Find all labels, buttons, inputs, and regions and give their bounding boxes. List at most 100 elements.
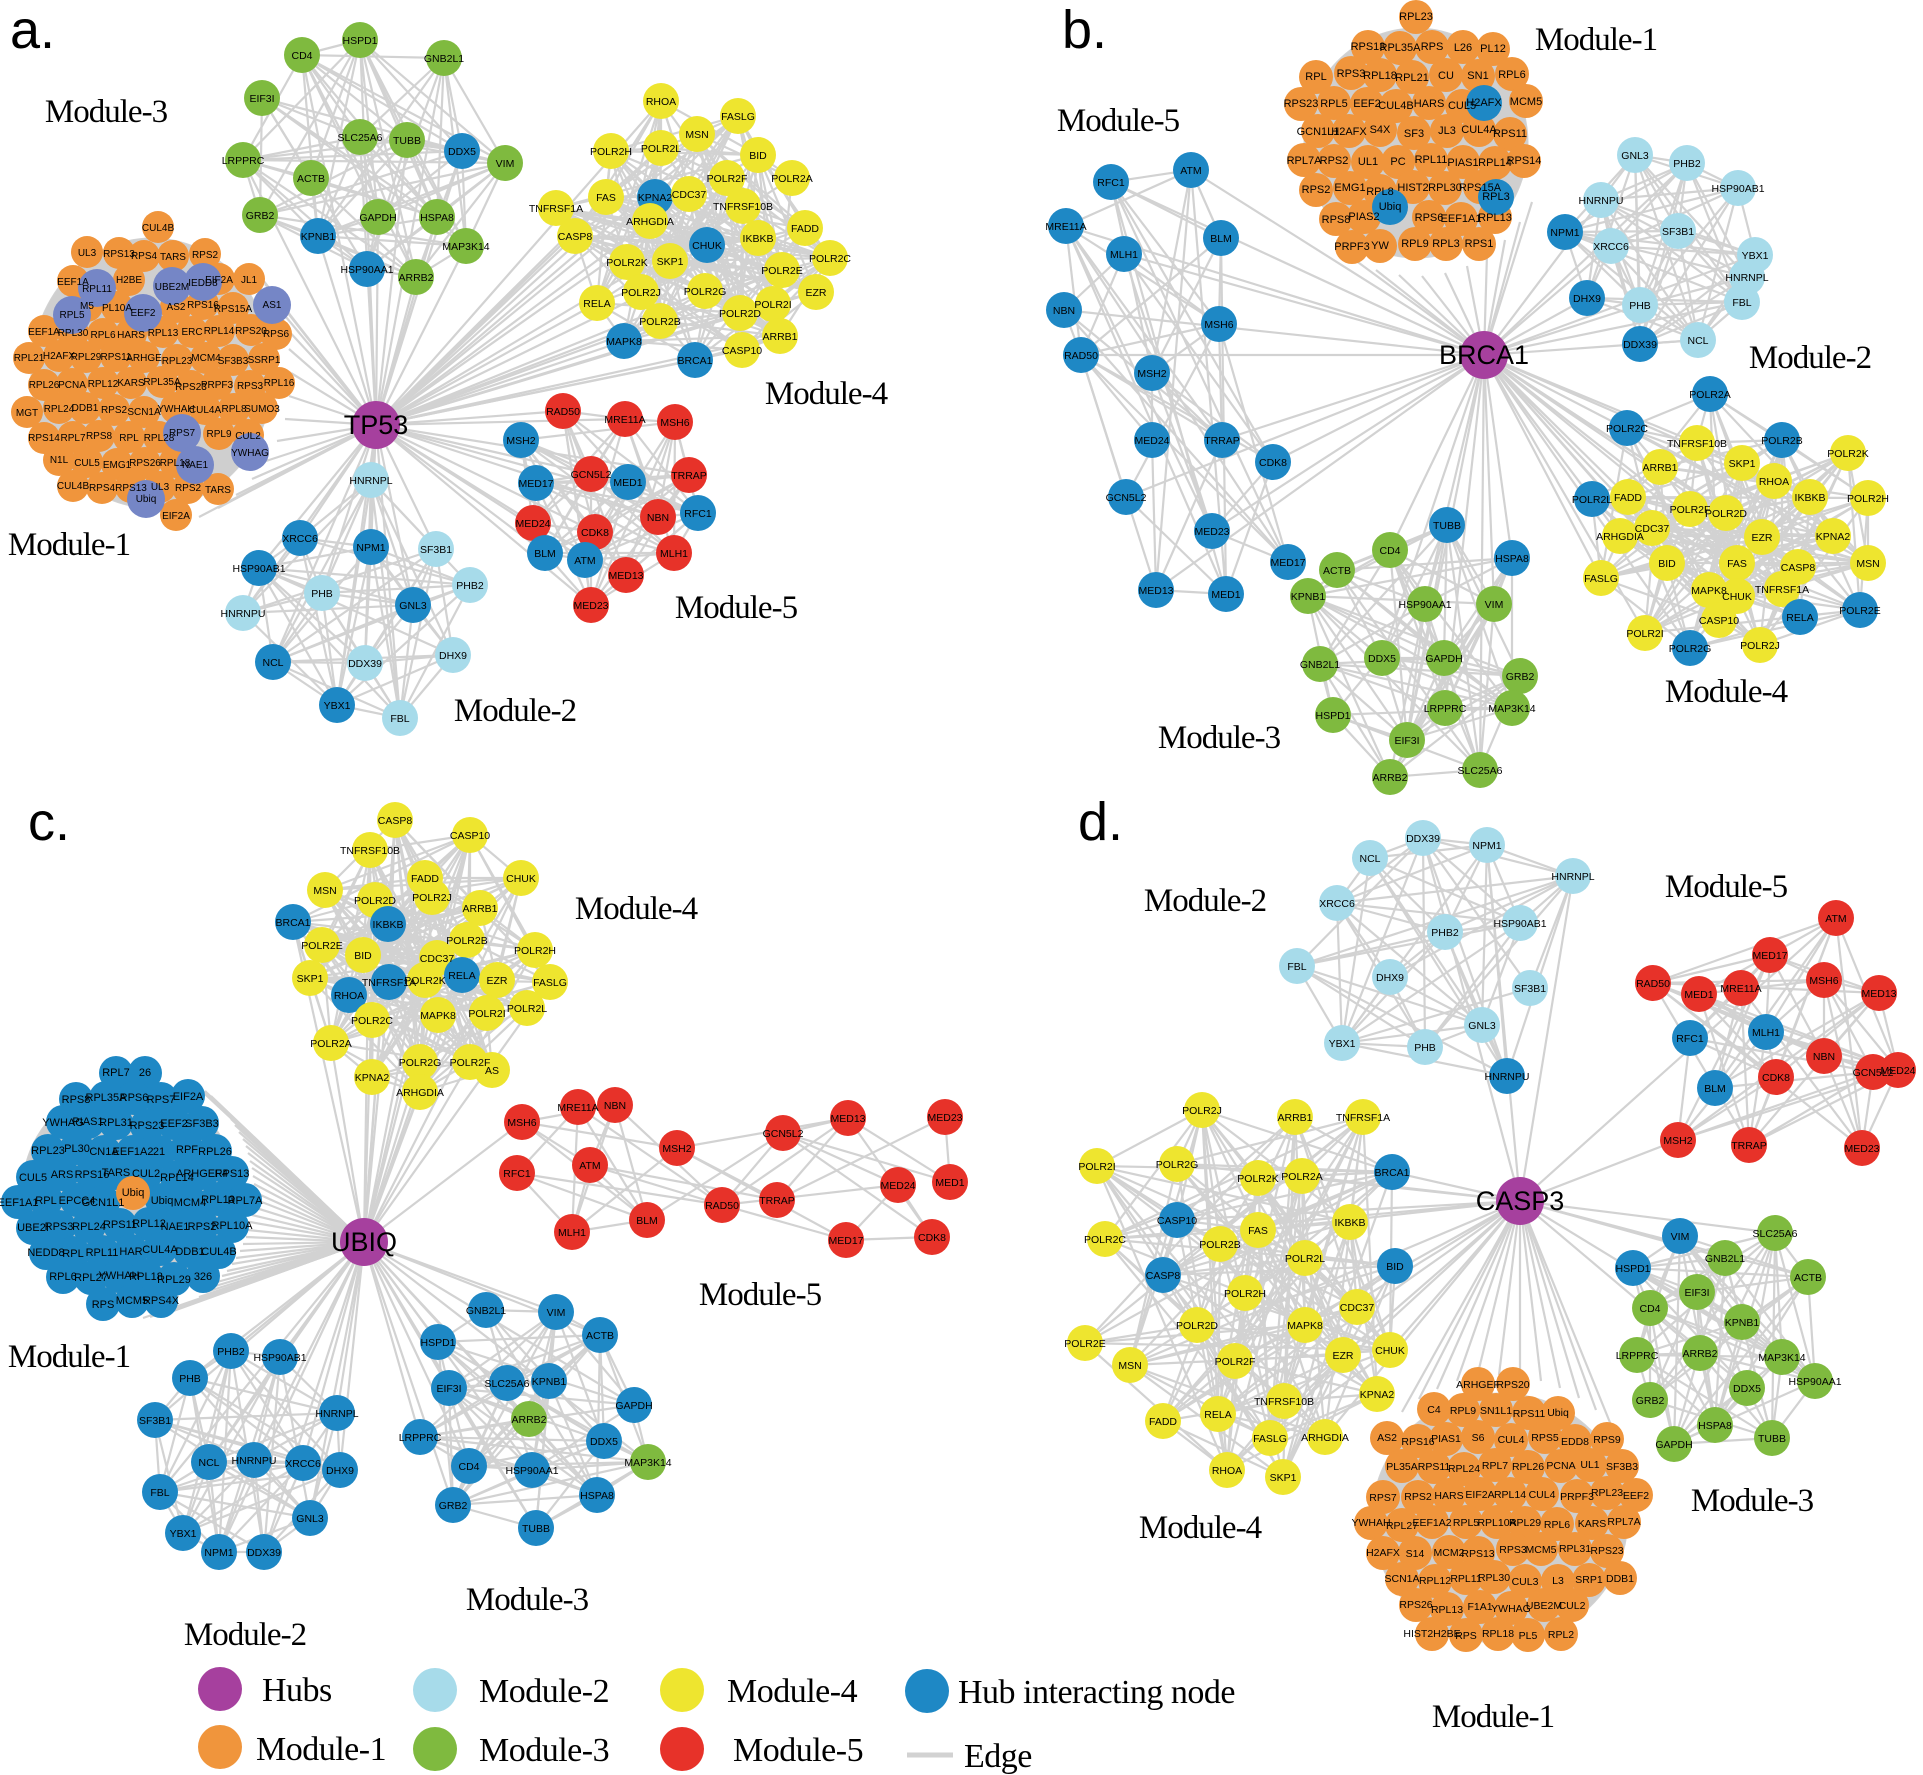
svg-text:TP53: TP53: [344, 410, 409, 440]
svg-text:POLR2B: POLR2B: [1199, 1239, 1240, 1251]
svg-text:SUMO3: SUMO3: [244, 404, 280, 415]
svg-text:POLR2G: POLR2G: [399, 1057, 442, 1069]
svg-text:RPS2: RPS2: [188, 1221, 217, 1233]
svg-text:PHB2: PHB2: [217, 1346, 245, 1358]
svg-text:HSPA8: HSPA8: [1495, 553, 1529, 565]
svg-text:LRPPRC: LRPPRC: [222, 155, 265, 167]
svg-text:Module-2: Module-2: [1749, 340, 1871, 376]
svg-text:KPNA2: KPNA2: [1360, 1389, 1395, 1401]
svg-text:PHB: PHB: [1414, 1042, 1436, 1054]
svg-text:CUL4: CUL4: [1498, 1434, 1525, 1446]
svg-text:SLC25A6: SLC25A6: [1458, 765, 1503, 777]
svg-text:GAPDH: GAPDH: [1425, 653, 1462, 665]
svg-text:GNB2L1: GNB2L1: [1705, 1253, 1745, 1265]
svg-text:MCM5: MCM5: [116, 1295, 148, 1307]
svg-text:EEF2: EEF2: [160, 1118, 188, 1130]
svg-text:RELA: RELA: [583, 298, 610, 310]
svg-text:HIST2H2BE: HIST2H2BE: [1403, 1628, 1460, 1640]
svg-text:RPL13: RPL13: [201, 1194, 235, 1206]
svg-text:EIF2A: EIF2A: [162, 511, 190, 522]
svg-text:SKP1: SKP1: [297, 973, 324, 985]
svg-text:MED23: MED23: [927, 1112, 962, 1124]
svg-text:MCM4: MCM4: [174, 1197, 206, 1209]
svg-text:RPS4: RPS4: [131, 251, 158, 262]
svg-text:DDB1: DDB1: [175, 1246, 204, 1258]
svg-text:GRB2: GRB2: [439, 1500, 468, 1512]
svg-text:POLR2E: POLR2E: [761, 265, 802, 277]
svg-text:RPS11: RPS11: [1513, 1408, 1546, 1420]
svg-text:SLC25A6: SLC25A6: [1753, 1228, 1798, 1240]
svg-text:PIAS1: PIAS1: [72, 1116, 103, 1128]
svg-text:C4: C4: [1427, 1404, 1441, 1416]
svg-text:TARS: TARS: [160, 252, 186, 263]
svg-text:TRRAP: TRRAP: [1204, 435, 1240, 447]
svg-text:Ubiq: Ubiq: [151, 1195, 174, 1207]
svg-text:ACTB: ACTB: [297, 173, 325, 185]
svg-text:S6: S6: [1472, 1432, 1485, 1444]
svg-text:YBX1: YBX1: [1329, 1038, 1356, 1050]
svg-text:MCM5: MCM5: [1510, 96, 1542, 108]
svg-text:PHB2: PHB2: [1673, 158, 1701, 170]
svg-text:POLR2B: POLR2B: [1761, 435, 1802, 447]
svg-text:FBL: FBL: [1732, 297, 1751, 309]
svg-text:N1L: N1L: [50, 455, 69, 466]
svg-text:POLR2J: POLR2J: [621, 287, 661, 299]
svg-text:RPL10A: RPL10A: [212, 1220, 254, 1232]
svg-text:FBL: FBL: [1287, 961, 1306, 973]
svg-text:MED13: MED13: [1138, 585, 1173, 597]
svg-text:RPS: RPS: [1421, 41, 1444, 53]
svg-text:KPNA2: KPNA2: [355, 1072, 390, 1084]
svg-text:RPL26: RPL26: [198, 1146, 232, 1158]
svg-text:CUL4A: CUL4A: [189, 405, 222, 416]
svg-text:MLH1: MLH1: [558, 1227, 586, 1239]
svg-text:GRB2: GRB2: [1636, 1395, 1665, 1407]
svg-text:RPS7: RPS7: [147, 1094, 176, 1106]
svg-text:POLR2B: POLR2B: [639, 316, 680, 328]
svg-text:HSP90AB1: HSP90AB1: [232, 563, 285, 575]
svg-text:RPS4: RPS4: [89, 483, 116, 494]
svg-text:GCN5L2: GCN5L2: [571, 469, 612, 481]
svg-text:H2AFX: H2AFX: [1366, 1547, 1400, 1559]
svg-text:HSPA8: HSPA8: [1698, 1420, 1732, 1432]
svg-text:CUL4B: CUL4B: [1378, 100, 1413, 112]
svg-text:EIF3I: EIF3I: [1394, 735, 1419, 747]
svg-text:RPS26: RPS26: [129, 458, 161, 469]
svg-text:RPL5: RPL5: [1320, 98, 1348, 110]
svg-text:POLR2L: POLR2L: [1572, 494, 1612, 506]
svg-text:DHX9: DHX9: [1573, 293, 1601, 305]
svg-text:RHOA: RHOA: [334, 990, 364, 1002]
svg-text:PL5: PL5: [1519, 1630, 1538, 1642]
svg-text:RPS20: RPS20: [1496, 1379, 1529, 1391]
svg-text:POLR2F: POLR2F: [1670, 504, 1711, 516]
svg-text:Module-2: Module-2: [184, 1617, 306, 1653]
svg-text:CDK8: CDK8: [918, 1232, 946, 1244]
svg-text:Module-4: Module-4: [1139, 1510, 1262, 1546]
svg-text:RPS11: RPS11: [101, 352, 132, 363]
svg-text:Module-4: Module-4: [1665, 674, 1788, 710]
svg-text:PIAS1: PIAS1: [1431, 1433, 1461, 1445]
svg-text:MCM2: MCM2: [1434, 1547, 1465, 1559]
svg-text:Module-5: Module-5: [675, 590, 798, 626]
svg-text:FASLG: FASLG: [1253, 1433, 1287, 1445]
svg-text:POLR2G: POLR2G: [684, 286, 727, 298]
svg-text:RFC1: RFC1: [1676, 1033, 1704, 1045]
svg-text:MED17: MED17: [828, 1235, 863, 1247]
svg-text:BID: BID: [749, 150, 767, 162]
svg-text:RPL14: RPL14: [1478, 157, 1512, 169]
svg-text:HAR: HAR: [119, 1246, 142, 1258]
svg-text:EEF1A: EEF1A: [28, 327, 60, 338]
svg-text:CD4: CD4: [458, 1461, 479, 1473]
svg-text:S14: S14: [1406, 1548, 1425, 1560]
svg-text:ARRB1: ARRB1: [1642, 462, 1677, 474]
svg-text:HNRNPL: HNRNPL: [1725, 272, 1768, 284]
svg-text:MED13: MED13: [1861, 988, 1896, 1000]
svg-text:Module-3: Module-3: [1691, 1483, 1814, 1519]
svg-text:UL3: UL3: [78, 248, 97, 259]
svg-text:RPS15A: RPS15A: [1459, 182, 1502, 194]
svg-text:RHOA: RHOA: [646, 96, 676, 108]
svg-text:TNFRSF1A: TNFRSF1A: [1336, 1112, 1390, 1124]
svg-text:ARRB1: ARRB1: [1277, 1112, 1312, 1124]
svg-text:RPL3: RPL3: [1482, 191, 1510, 203]
svg-text:XRCC6: XRCC6: [285, 1458, 321, 1470]
svg-text:ARS: ARS: [51, 1169, 74, 1181]
